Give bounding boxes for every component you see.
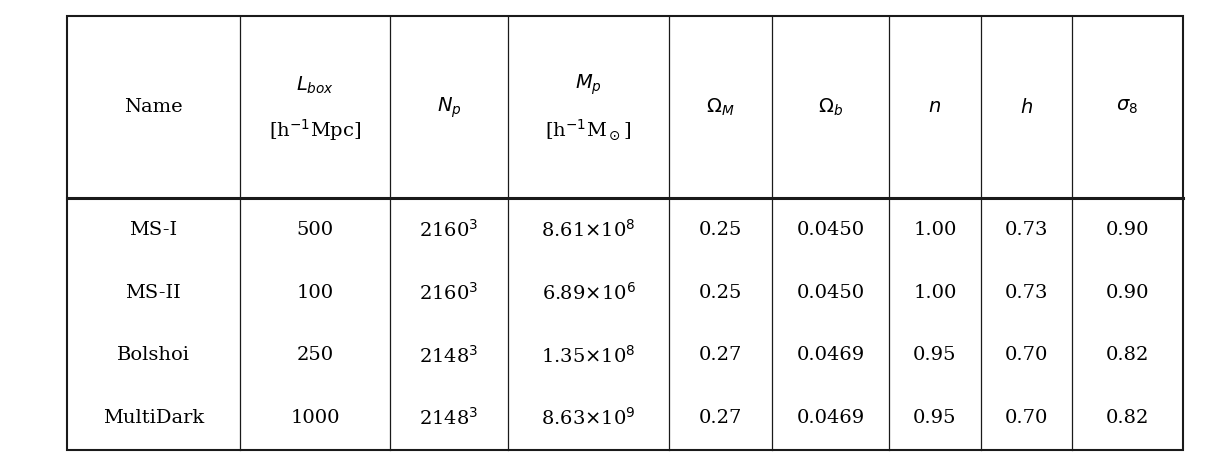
Text: 0.0450: 0.0450 bbox=[797, 284, 865, 302]
Text: 0.73: 0.73 bbox=[1004, 221, 1048, 239]
Text: Name: Name bbox=[124, 98, 182, 116]
Text: 1000: 1000 bbox=[290, 409, 340, 427]
Text: MultiDark: MultiDark bbox=[103, 409, 204, 427]
Text: 0.82: 0.82 bbox=[1106, 346, 1149, 364]
Text: $L_{box}$: $L_{box}$ bbox=[296, 74, 334, 96]
Text: [h$^{-1}$Mpc]: [h$^{-1}$Mpc] bbox=[269, 117, 361, 143]
Text: 250: 250 bbox=[296, 346, 334, 364]
Text: Bolshoi: Bolshoi bbox=[116, 346, 189, 364]
Text: 0.90: 0.90 bbox=[1106, 284, 1149, 302]
Text: 1.35$\times$10$^8$: 1.35$\times$10$^8$ bbox=[541, 344, 636, 366]
Text: $\Omega_b$: $\Omega_b$ bbox=[818, 96, 843, 118]
Text: 0.73: 0.73 bbox=[1004, 284, 1048, 302]
Text: 2148$^3$: 2148$^3$ bbox=[420, 407, 479, 429]
Text: $n$: $n$ bbox=[928, 98, 941, 116]
Text: 8.61$\times$10$^8$: 8.61$\times$10$^8$ bbox=[541, 219, 636, 241]
Text: 0.95: 0.95 bbox=[913, 409, 957, 427]
Text: 1.00: 1.00 bbox=[913, 221, 957, 239]
Text: 2160$^3$: 2160$^3$ bbox=[420, 281, 479, 303]
Text: 0.27: 0.27 bbox=[699, 409, 742, 427]
Text: $\sigma_8$: $\sigma_8$ bbox=[1116, 98, 1139, 116]
Text: 0.25: 0.25 bbox=[699, 284, 742, 302]
Text: 0.95: 0.95 bbox=[913, 346, 957, 364]
Text: $N_p$: $N_p$ bbox=[437, 95, 461, 120]
Text: $h$: $h$ bbox=[1020, 98, 1033, 117]
Text: 500: 500 bbox=[296, 221, 334, 239]
Text: MS-I: MS-I bbox=[129, 221, 177, 239]
Text: 0.0450: 0.0450 bbox=[797, 221, 865, 239]
Text: 0.70: 0.70 bbox=[1004, 346, 1048, 364]
Text: $\Omega_M$: $\Omega_M$ bbox=[706, 96, 735, 118]
Text: 0.90: 0.90 bbox=[1106, 221, 1149, 239]
Text: 1.00: 1.00 bbox=[913, 284, 957, 302]
Text: 8.63$\times$10$^9$: 8.63$\times$10$^9$ bbox=[541, 407, 636, 429]
Text: $M_p$: $M_p$ bbox=[575, 73, 602, 97]
Text: 0.0469: 0.0469 bbox=[797, 409, 865, 427]
Text: 6.89$\times$10$^6$: 6.89$\times$10$^6$ bbox=[541, 281, 636, 303]
Text: 0.25: 0.25 bbox=[699, 221, 742, 239]
Text: 2148$^3$: 2148$^3$ bbox=[420, 344, 479, 366]
Text: [h$^{-1}$M$_\odot$]: [h$^{-1}$M$_\odot$] bbox=[545, 117, 632, 142]
Text: 0.82: 0.82 bbox=[1106, 409, 1149, 427]
Text: 100: 100 bbox=[296, 284, 334, 302]
Text: 0.0469: 0.0469 bbox=[797, 346, 865, 364]
Text: 0.70: 0.70 bbox=[1004, 409, 1048, 427]
Text: 2160$^3$: 2160$^3$ bbox=[420, 219, 479, 241]
Text: 0.27: 0.27 bbox=[699, 346, 742, 364]
Text: MS-II: MS-II bbox=[125, 284, 181, 302]
